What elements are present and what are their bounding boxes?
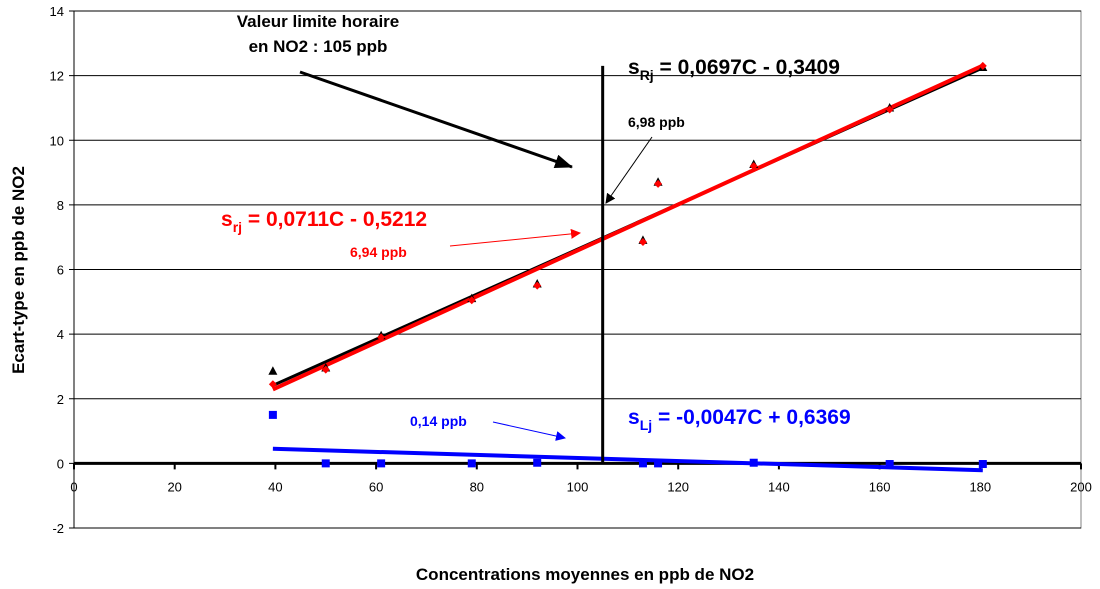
x-tick-label: 20: [167, 479, 181, 494]
x-tick-label: 160: [869, 479, 891, 494]
x-tick-label: 180: [969, 479, 991, 494]
x-axis-title: Concentrations moyennes en ppb de NO2: [416, 565, 754, 584]
data-point: [654, 459, 663, 468]
equation-s-rj-black: sRj = 0,0697C - 0,3409: [628, 56, 840, 83]
data-point: [321, 459, 330, 468]
data-point: [377, 459, 386, 468]
trend-lines: [272, 63, 984, 473]
y-tick-label: 8: [57, 198, 64, 213]
data-point: [978, 61, 987, 70]
equation-s-lj-blue: sLj = -0,0047C + 0,6369: [628, 406, 851, 433]
trend-line: [272, 63, 984, 392]
data-point: [638, 238, 647, 247]
y-tick-label: 10: [50, 133, 64, 148]
y-tick-label: 12: [50, 69, 64, 84]
grid-lines: [74, 10, 1081, 529]
value-label-698: 6,98 ppb: [628, 114, 685, 130]
data-point: [978, 460, 987, 469]
limit-annotation-arrow: [299, 70, 573, 169]
x-tick-label: 40: [268, 479, 282, 494]
data-point: [533, 281, 542, 290]
limit-annotation-line1: Valeur limite horaire: [237, 12, 400, 31]
data-point: [467, 459, 476, 468]
x-tick-label: 100: [567, 479, 589, 494]
y-tick-label: 2: [57, 392, 64, 407]
x-tick-label: 200: [1070, 479, 1092, 494]
data-points: [268, 61, 988, 469]
y-tick-label: -2: [52, 521, 64, 536]
data-point: [321, 365, 330, 374]
data-point: [654, 179, 663, 188]
data-point: [885, 105, 894, 114]
data-point: [533, 458, 542, 467]
data-point: [377, 333, 386, 342]
value-arrow-014: [492, 421, 566, 441]
y-tick-label: 4: [57, 327, 64, 342]
data-point: [268, 380, 277, 389]
trend-line: [272, 446, 983, 473]
value-label-694: 6,94 ppb: [350, 244, 407, 260]
equation-s-rj-red: srj = 0,0711C - 0,5212: [221, 208, 427, 235]
x-tick-label: 0: [70, 479, 77, 494]
data-point: [885, 460, 894, 469]
y-tick-label: 14: [50, 4, 64, 19]
data-point: [638, 459, 647, 468]
data-point: [749, 162, 758, 171]
value-label-014: 0,14 ppb: [410, 413, 467, 429]
value-arrow-698: [605, 136, 653, 204]
value-arrow-694: [449, 228, 581, 247]
y-tick-label: 6: [57, 263, 64, 278]
x-tick-label: 140: [768, 479, 790, 494]
data-point: [467, 296, 476, 305]
y-axis-title: Ecart-type en ppb de NO2: [9, 166, 28, 374]
data-point: [749, 458, 758, 467]
x-tick-label: 80: [470, 479, 484, 494]
x-tick-label: 60: [369, 479, 383, 494]
y-tick-label: 0: [57, 456, 64, 471]
x-tick-label: 120: [667, 479, 689, 494]
data-point: [268, 410, 277, 419]
limit-annotation-line2: en NO2 : 105 ppb: [249, 37, 388, 56]
data-point: [268, 366, 278, 375]
